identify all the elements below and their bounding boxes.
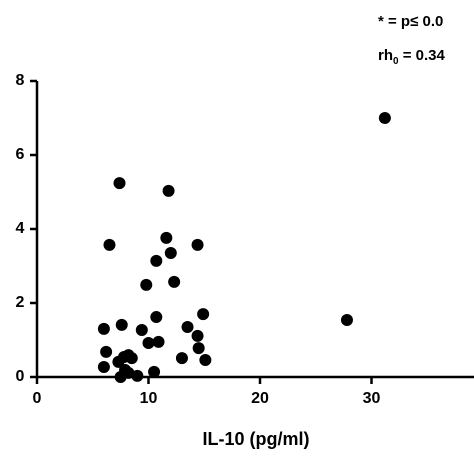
point xyxy=(162,184,175,197)
point xyxy=(135,324,148,337)
point xyxy=(103,238,116,251)
annotation: * = p≤ 0.0 xyxy=(378,13,443,30)
x-tick-label: 20 xyxy=(251,390,269,407)
point xyxy=(150,254,163,267)
x-tick-label: 10 xyxy=(140,390,158,407)
point xyxy=(340,314,353,327)
x-axis-label: IL-10 (pg/ml) xyxy=(203,429,310,449)
rho-rest: = 0.34 xyxy=(399,47,446,64)
point xyxy=(119,363,132,376)
y-tick-label: 8 xyxy=(16,72,25,89)
y-tick-label: 0 xyxy=(16,368,25,385)
point xyxy=(100,345,113,358)
point xyxy=(164,247,177,260)
point xyxy=(168,275,181,288)
point xyxy=(125,352,138,365)
rho-base: rh xyxy=(378,47,393,64)
point xyxy=(199,353,212,366)
point xyxy=(115,318,128,331)
y-tick-label: 4 xyxy=(16,220,25,237)
point xyxy=(150,311,163,324)
rho-sub: 0 xyxy=(393,56,399,67)
point xyxy=(378,112,391,124)
point xyxy=(197,308,210,321)
point xyxy=(97,361,110,374)
point xyxy=(131,369,144,382)
point xyxy=(142,336,155,349)
point xyxy=(113,177,126,190)
point xyxy=(181,321,194,334)
point xyxy=(148,365,161,378)
point xyxy=(152,335,165,348)
point xyxy=(175,352,188,365)
point xyxy=(97,322,110,335)
point xyxy=(192,342,205,355)
rho-annotation: rh0 = 0.34 xyxy=(378,47,446,67)
x-tick-label: 0 xyxy=(33,390,42,407)
point xyxy=(140,278,153,291)
y-tick-label: 2 xyxy=(16,294,25,311)
point xyxy=(160,231,173,244)
point xyxy=(191,329,204,342)
y-tick-label: 6 xyxy=(16,146,25,163)
x-tick-label: 30 xyxy=(363,390,381,407)
point xyxy=(191,238,204,251)
